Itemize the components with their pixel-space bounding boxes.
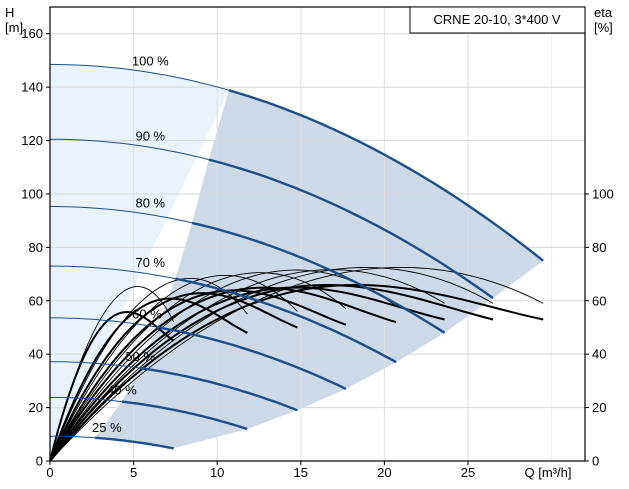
- y2-tick-label: 40: [592, 347, 606, 362]
- head-curve-3: [175, 277, 397, 364]
- speed-label-4: 60 %: [132, 306, 162, 321]
- bold-efficiency-curve-6: [49, 297, 248, 462]
- y-tick-label: 120: [21, 133, 43, 148]
- efficiency-curve-1: [49, 267, 494, 462]
- head-curve-thin-1: [50, 138, 209, 161]
- y-axis-unit: [m]: [5, 20, 23, 35]
- head-curve-6: [121, 400, 248, 431]
- speed-label-1: 90 %: [135, 128, 165, 143]
- head-curve-thin-5: [50, 361, 141, 369]
- y-axis-label: H: [5, 5, 14, 20]
- head-curve-thin-4: [50, 317, 158, 328]
- y2-axis-label: eta: [594, 5, 613, 20]
- speed-label-6: 40 %: [107, 383, 137, 398]
- efficiency-curve-6: [49, 277, 248, 462]
- y-tick-label: 80: [29, 240, 43, 255]
- x-tick-label: 25: [461, 465, 475, 480]
- head-curve-thin-3: [49, 265, 176, 280]
- head-curve-thin-6: [49, 396, 122, 403]
- efficiency-curve-4: [49, 272, 347, 462]
- efficiency-curve-3: [49, 269, 397, 462]
- y-tick-label: 60: [29, 293, 43, 308]
- chart-title: CRNE 20-10, 3*400 V: [433, 12, 561, 27]
- y-tick-label: 40: [29, 347, 43, 362]
- x-tick-label: 10: [210, 465, 224, 480]
- head-curve-thin-0: [49, 63, 230, 91]
- speed-label-5: 50 %: [125, 349, 155, 364]
- y2-axis-unit: [%]: [594, 20, 613, 35]
- speed-label-2: 80 %: [135, 196, 165, 211]
- axes: 0 20 40 60 80 100 120 140 160 0 20 40 60 80 100 0 5 10 15 2…: [21, 6, 614, 480]
- bold-efficiency-curve-7: [49, 310, 175, 462]
- head-curve-thin-2: [50, 206, 193, 224]
- bold-efficiency-curve-4: [49, 289, 347, 462]
- bold-efficiency-curves: [49, 284, 544, 462]
- head-curve-thin-7: [50, 435, 96, 439]
- y2-tick-label: 60: [592, 293, 606, 308]
- head-curves: [49, 63, 544, 450]
- title-box: [409, 6, 586, 34]
- efficiency-curve-0: [49, 266, 544, 462]
- y2-tick-label: 20: [592, 400, 606, 415]
- y-tick-label: 100: [21, 186, 43, 201]
- y2-tick-label: 100: [592, 186, 614, 201]
- head-curve-4: [156, 325, 347, 390]
- efficiency-curve-2: [49, 269, 445, 462]
- x-tick-label: 20: [377, 465, 391, 480]
- bold-efficiency-curve-2: [49, 286, 445, 462]
- x-tick-label: 0: [46, 465, 53, 480]
- head-curve-0: [228, 89, 544, 262]
- grid: [49, 7, 585, 462]
- head-curve-2: [191, 221, 446, 334]
- head-curve-7: [95, 436, 174, 450]
- y-tick-label: 140: [21, 80, 43, 95]
- speed-label-0: 100 %: [132, 54, 169, 69]
- y-tick-label: 20: [29, 400, 43, 415]
- y-tick-label: 160: [21, 26, 43, 41]
- bold-efficiency-curve-1: [49, 284, 494, 462]
- head-curve-5: [140, 366, 298, 412]
- efficiency-curve-5: [49, 274, 298, 462]
- speed-label-3: 70 %: [135, 255, 165, 270]
- labels: H[m]eta[%]Q [m³/h]CRNE 20-10, 3*400 V100…: [5, 5, 613, 480]
- y2-tick-label: 0: [592, 454, 599, 469]
- x-tick-label: 5: [130, 465, 137, 480]
- head-curve-1: [208, 158, 494, 300]
- plot-frame: [49, 6, 586, 462]
- x-axis-label: Q [m³/h]: [525, 465, 572, 480]
- speed-label-7: 25 %: [92, 420, 122, 435]
- x-tick-label: 15: [294, 465, 308, 480]
- y2-tick-label: 80: [592, 240, 606, 255]
- y-tick-label: 0: [36, 454, 43, 469]
- bold-efficiency-curve-3: [49, 286, 397, 462]
- operating-envelope: [95, 90, 544, 449]
